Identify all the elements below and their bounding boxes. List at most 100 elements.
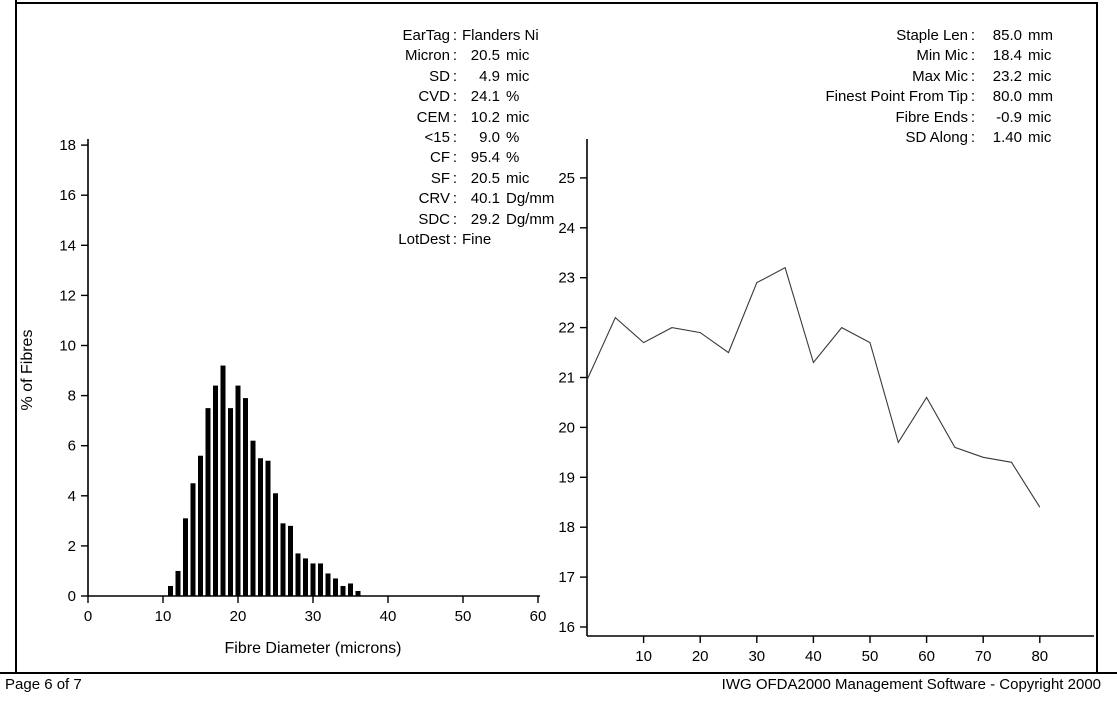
axis-tick-label: 10: [155, 608, 172, 625]
stat-row: Staple Len:85.0 mm: [750, 26, 1053, 46]
histogram-bar: [273, 493, 278, 596]
axis-tick-label: 16: [558, 619, 575, 636]
histogram-bar: [205, 408, 211, 596]
histogram-bar: [235, 385, 241, 596]
stat-label: CF: [430, 149, 450, 167]
stat-colon: :: [970, 88, 976, 106]
histogram-bar: [228, 408, 233, 596]
stat-colon: :: [452, 27, 458, 44]
axis-tick-label: 30: [305, 608, 322, 625]
stat-colon: :: [452, 67, 458, 85]
sample-stats-block: EarTag: Flanders Ni Micron:20.5 mic SD:4.9 mi…: [300, 26, 554, 250]
axis-tick-label: 40: [805, 648, 822, 665]
stat-unit: mm: [1028, 88, 1053, 106]
axis-tick-label: 40: [380, 608, 397, 625]
histogram-bar: [325, 573, 331, 596]
stat-unit: mic: [1028, 47, 1052, 65]
histogram-bar: [243, 398, 248, 596]
stat-label: Max Mic: [912, 67, 968, 85]
stat-colon: :: [970, 108, 976, 126]
axis-tick-label: 24: [558, 220, 575, 237]
stat-colon: :: [970, 67, 976, 85]
stat-unit: Dg/mm: [506, 190, 555, 208]
histogram-bar: [265, 460, 271, 596]
stat-colon: :: [452, 47, 458, 65]
histogram-bar: [288, 525, 293, 596]
histogram-bar: [168, 585, 173, 596]
histogram-bar: [340, 585, 346, 596]
stat-colon: :: [452, 231, 458, 249]
stat-row: <15: 9.0%: [300, 128, 554, 148]
stat-colon: :: [452, 149, 458, 167]
staple-stats-block: Staple Len:85.0 mm Min Mic:18.4 mic Max Mic:…: [750, 26, 1053, 148]
stat-value: 40.1: [470, 190, 500, 208]
stat-row: Micron:20.5 mic: [300, 46, 554, 66]
stat-label: Fibre Ends: [895, 108, 968, 126]
stat-value: 4.9: [479, 67, 500, 85]
stat-row: SF:20.5 mic: [300, 169, 554, 189]
stat-row: SD Along:1.40 mic: [750, 128, 1053, 148]
histogram-bar: [190, 483, 196, 596]
stat-value: 10.2: [470, 108, 500, 126]
stat-label: SD Along: [905, 129, 968, 147]
stat-label: CRV: [418, 190, 450, 208]
x-axis-title: Fibre Diameter (microns): [225, 640, 402, 657]
page-border-left: [15, 0, 17, 672]
histogram-bar: [175, 570, 181, 596]
axis-tick-label: 0: [84, 608, 92, 625]
histogram-bar: [310, 563, 316, 596]
stat-unit: mic: [506, 169, 530, 187]
histogram-bar: [280, 523, 286, 596]
axis-tick-label: 22: [558, 320, 575, 337]
histogram-bar: [220, 365, 226, 596]
axis-tick-label: 20: [230, 608, 247, 625]
stat-value: Fine: [462, 231, 492, 249]
stat-colon: :: [970, 129, 976, 147]
stat-row: CVD:24.1%: [300, 87, 554, 107]
stat-value: 29.2: [470, 210, 500, 228]
axis-tick-label: 21: [558, 370, 575, 387]
stat-label: CVD: [418, 88, 450, 106]
stat-unit: mic: [506, 108, 530, 126]
histogram-bar: [348, 583, 353, 596]
micron-profile-chart: 16 17 18 19 20 21 22 23 24 25 10 20 30 40 50 60 70 80: [558, 139, 1094, 665]
fibre-histogram: 0 2 4 6 8 10 12 14 16 18 0 10 20 30 40 50 60 Fibre Diamet…: [19, 137, 546, 657]
stat-row: Min Mic:18.4 mic: [750, 46, 1053, 66]
stat-colon: :: [452, 190, 458, 208]
stat-unit: %: [506, 149, 520, 167]
histogram-bar: [303, 558, 308, 596]
stat-unit: Dg/mm: [506, 210, 555, 228]
stat-colon: :: [452, 169, 458, 187]
stat-label: SDC: [418, 210, 450, 228]
copyright-text: IWG OFDA2000 Management Software - Copyr…: [721, 676, 1101, 693]
stat-unit: %: [506, 88, 520, 106]
stat-row: CEM:10.2 mic: [300, 108, 554, 128]
page-number: Page 6 of 7: [5, 676, 82, 693]
stat-row: CRV:40.1 Dg/mm: [300, 189, 555, 209]
stat-label: <15: [424, 129, 450, 147]
stat-label: EarTag: [402, 27, 450, 44]
axis-tick-label: 18: [59, 137, 76, 154]
stat-unit: mic: [1028, 108, 1052, 126]
stat-unit: %: [506, 129, 520, 147]
stat-value: 20.5: [470, 47, 500, 65]
micron-profile-line: [586, 266, 1041, 508]
axis-tick-label: 30: [748, 648, 765, 665]
axis-tick-label: 16: [59, 187, 76, 204]
stat-colon: :: [452, 129, 458, 147]
stat-unit: mic: [1028, 129, 1052, 147]
stat-label: Staple Len: [896, 27, 968, 44]
axis-tick-label: 20: [558, 419, 575, 436]
axis-tick-label: 19: [558, 469, 575, 486]
axis-tick-label: 8: [68, 388, 76, 405]
stat-value: 9.0: [479, 129, 500, 147]
axis-tick-label: 25: [558, 170, 575, 187]
stat-unit: mm: [1028, 27, 1053, 44]
axis-tick-label: 4: [68, 488, 76, 505]
y-axis-title: % of Fibres: [19, 330, 36, 411]
histogram-bar: [198, 455, 203, 596]
axis-tick-label: 50: [455, 608, 472, 625]
stat-colon: :: [970, 27, 976, 44]
stat-row: LotDest: Fine: [300, 230, 554, 250]
